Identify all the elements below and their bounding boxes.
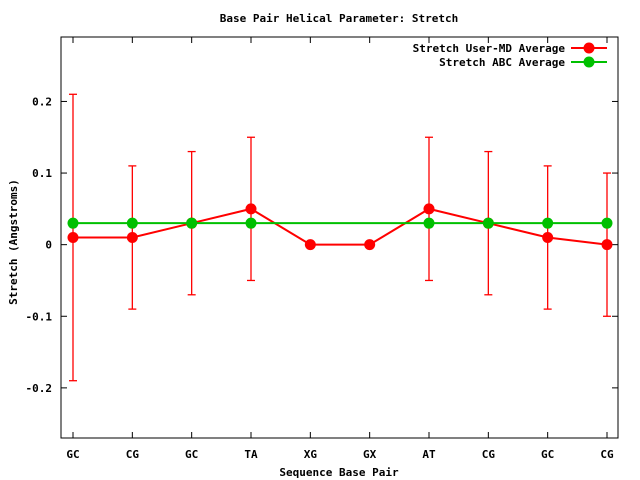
data-point-0	[542, 232, 554, 243]
y-tick-label: 0.1	[32, 167, 52, 180]
y-tick-label: 0	[45, 239, 52, 252]
y-tick-label: -0.2	[26, 382, 53, 395]
data-point-0	[245, 203, 257, 215]
legend-label: Stretch User-MD Average	[413, 42, 566, 55]
legend-marker	[583, 42, 595, 54]
series-layer	[67, 93, 613, 382]
data-point-1	[67, 217, 79, 229]
legend-marker	[583, 56, 595, 68]
x-tick-label: GC	[541, 448, 554, 461]
legend-label: Stretch ABC Average	[439, 56, 565, 69]
x-axis-label: Sequence Base Pair	[279, 466, 399, 479]
data-point-1	[245, 217, 257, 229]
data-point-1	[482, 217, 494, 229]
data-point-0	[67, 232, 79, 243]
data-point-0	[601, 239, 613, 251]
x-ticks: GC CG GC TA XG GX AT CG GC CG	[66, 37, 614, 461]
data-point-1	[126, 217, 138, 229]
plot-frame	[60, 36, 619, 439]
x-tick-label: CG	[126, 448, 140, 461]
data-point-1	[542, 217, 554, 229]
x-tick-label: CG	[482, 448, 496, 461]
x-tick-label: GX	[363, 448, 377, 461]
chart-title: Base Pair Helical Parameter: Stretch	[220, 12, 458, 25]
data-point-0	[304, 239, 316, 251]
x-tick-label: CG	[600, 448, 614, 461]
y-tick-label: -0.1	[26, 310, 53, 323]
data-point-1	[186, 217, 198, 229]
y-ticks: -0.2 -0.1 0 0.1 0.2	[26, 95, 618, 395]
x-tick-label: AT	[422, 448, 436, 461]
y-tick-label: 0.2	[32, 95, 52, 108]
series-line-0	[73, 207, 608, 246]
data-point-0	[364, 239, 376, 251]
x-tick-label: GC	[185, 448, 198, 461]
x-tick-label: TA	[244, 448, 258, 461]
y-axis-label: Stretch (Angstroms)	[7, 179, 20, 305]
data-point-0	[126, 232, 138, 243]
data-point-0	[423, 203, 435, 215]
data-point-1	[423, 217, 435, 229]
x-tick-label: XG	[304, 448, 318, 461]
x-tick-label: GC	[66, 448, 79, 461]
data-point-1	[601, 217, 613, 229]
